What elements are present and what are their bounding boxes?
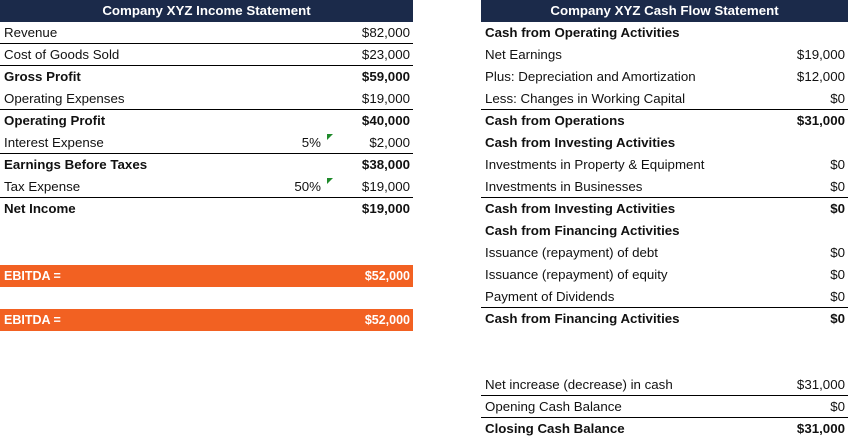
cf-row-label: Less: Changes in Working Capital <box>485 91 686 106</box>
cf-row-value: $0 <box>830 91 845 106</box>
cf-row-value: $31,000 <box>796 421 845 436</box>
cf-row-value: $0 <box>830 157 845 172</box>
income-row-gross-profit: Gross Profit $59,000 <box>0 66 413 88</box>
ebitda-label: EBITDA = <box>4 313 61 327</box>
cf-row-equity: Issuance (repayment) of equity $0 <box>481 264 848 286</box>
cf-row-value: $12,000 <box>796 69 845 84</box>
ebitda-row[interactable]: EBITDA = $52,000 <box>0 265 413 287</box>
comment-indicator-icon <box>327 134 333 140</box>
income-statement-table: Company XYZ Income Statement Revenue $82… <box>0 0 413 220</box>
income-row-label: Operating Profit <box>4 113 106 128</box>
cash-flow-title: Company XYZ Cash Flow Statement <box>481 0 848 22</box>
income-row-label: Gross Profit <box>4 69 81 84</box>
interest-rate-cell[interactable]: 5% <box>301 135 321 150</box>
income-statement-title: Company XYZ Income Statement <box>0 0 413 22</box>
ebitda-value: $52,000 <box>364 313 410 327</box>
income-row-net-income: Net Income $19,000 <box>0 198 413 220</box>
income-row-operating-expenses: Operating Expenses $19,000 <box>0 88 413 110</box>
income-row-value: $59,000 <box>361 69 410 84</box>
cf-row-value: $0 <box>830 311 845 326</box>
cf-row-value: $0 <box>830 289 845 304</box>
income-row-label: Interest Expense <box>4 135 104 150</box>
income-row-tax-expense: Tax Expense 50% $19,000 <box>0 176 413 198</box>
income-row-interest-expense: Interest Expense 5% $2,000 <box>0 132 413 154</box>
cf-row-label: Issuance (repayment) of equity <box>485 267 668 282</box>
income-row-revenue: Revenue $82,000 <box>0 22 413 44</box>
income-row-value: $82,000 <box>361 25 410 40</box>
income-row-value: $23,000 <box>361 47 410 62</box>
cf-row-value: $31,000 <box>796 113 845 128</box>
cf-spacer-row <box>481 352 848 374</box>
cf-row-label: Opening Cash Balance <box>485 399 622 414</box>
income-row-value: $2,000 <box>369 135 410 150</box>
ebitda-label: EBITDA = <box>4 269 61 283</box>
cf-spacer-row <box>481 330 848 352</box>
cf-row-label: Cash from Financing Activities <box>485 223 680 238</box>
cf-row-value: $31,000 <box>796 377 845 392</box>
income-row-label: Net Income <box>4 201 76 216</box>
cf-row-businesses: Investments in Businesses $0 <box>481 176 848 198</box>
cf-row-label: Closing Cash Balance <box>485 421 625 436</box>
cf-row-label: Cash from Operations <box>485 113 625 128</box>
cf-row-closing-balance: Closing Cash Balance $31,000 <box>481 418 848 440</box>
cf-row-label: Net increase (decrease) in cash <box>485 377 673 392</box>
cf-row-label: Cash from Investing Activities <box>485 135 676 150</box>
cf-row-label: Investments in Businesses <box>485 179 643 194</box>
cf-row-label: Plus: Depreciation and Amortization <box>485 69 696 84</box>
cf-section-financing: Cash from Financing Activities <box>481 220 848 242</box>
cf-row-label: Issuance (repayment) of debt <box>485 245 658 260</box>
cf-row-label: Payment of Dividends <box>485 289 615 304</box>
cf-row-dividends: Payment of Dividends $0 <box>481 286 848 308</box>
cf-row-opening-balance: Opening Cash Balance $0 <box>481 396 848 418</box>
cf-row-label: Net Earnings <box>485 47 562 62</box>
cf-section-operating: Cash from Operating Activities <box>481 22 848 44</box>
income-row-label: Revenue <box>4 25 58 40</box>
cf-row-cash-from-operations: Cash from Operations $31,000 <box>481 110 848 132</box>
comment-indicator-icon <box>327 178 333 184</box>
income-row-value: $19,000 <box>361 179 410 194</box>
cf-section-investing: Cash from Investing Activities <box>481 132 848 154</box>
cf-row-label: Cash from Financing Activities <box>485 311 680 326</box>
income-row-value: $19,000 <box>361 91 410 106</box>
income-row-value: $19,000 <box>361 201 410 216</box>
cf-row-investing-total: Cash from Investing Activities $0 <box>481 198 848 220</box>
cf-row-value: $0 <box>830 399 845 414</box>
cf-row-net-earnings: Net Earnings $19,000 <box>481 44 848 66</box>
cf-row-value: $0 <box>830 201 845 216</box>
cf-row-financing-total: Cash from Financing Activities $0 <box>481 308 848 330</box>
income-row-label: Earnings Before Taxes <box>4 157 148 172</box>
income-row-value: $40,000 <box>361 113 410 128</box>
ebitda-row[interactable]: EBITDA = $52,000 <box>0 309 413 331</box>
cf-row-property-equipment: Investments in Property & Equipment $0 <box>481 154 848 176</box>
cf-row-value: $19,000 <box>796 47 845 62</box>
ebitda-value: $52,000 <box>364 269 410 283</box>
cf-row-debt: Issuance (repayment) of debt $0 <box>481 242 848 264</box>
tax-rate-cell[interactable]: 50% <box>294 179 321 194</box>
cf-row-value: $0 <box>830 179 845 194</box>
income-row-earnings-before-taxes: Earnings Before Taxes $38,000 <box>0 154 413 176</box>
cf-row-label: Investments in Property & Equipment <box>485 157 705 172</box>
income-row-label: Tax Expense <box>4 179 81 194</box>
income-row-cogs: Cost of Goods Sold $23,000 <box>0 44 413 66</box>
income-row-label: Operating Expenses <box>4 91 125 106</box>
cf-row-label: Cash from Investing Activities <box>485 201 676 216</box>
cf-row-working-capital: Less: Changes in Working Capital $0 <box>481 88 848 110</box>
cash-flow-statement-table: Company XYZ Cash Flow Statement Cash fro… <box>481 0 848 440</box>
cf-row-label: Cash from Operating Activities <box>485 25 680 40</box>
cf-row-value: $0 <box>830 267 845 282</box>
cf-row-value: $0 <box>830 245 845 260</box>
income-row-label: Cost of Goods Sold <box>4 47 120 62</box>
income-row-operating-profit: Operating Profit $40,000 <box>0 110 413 132</box>
income-row-value: $38,000 <box>361 157 410 172</box>
cf-row-net-increase: Net increase (decrease) in cash $31,000 <box>481 374 848 396</box>
cf-row-depreciation: Plus: Depreciation and Amortization $12,… <box>481 66 848 88</box>
